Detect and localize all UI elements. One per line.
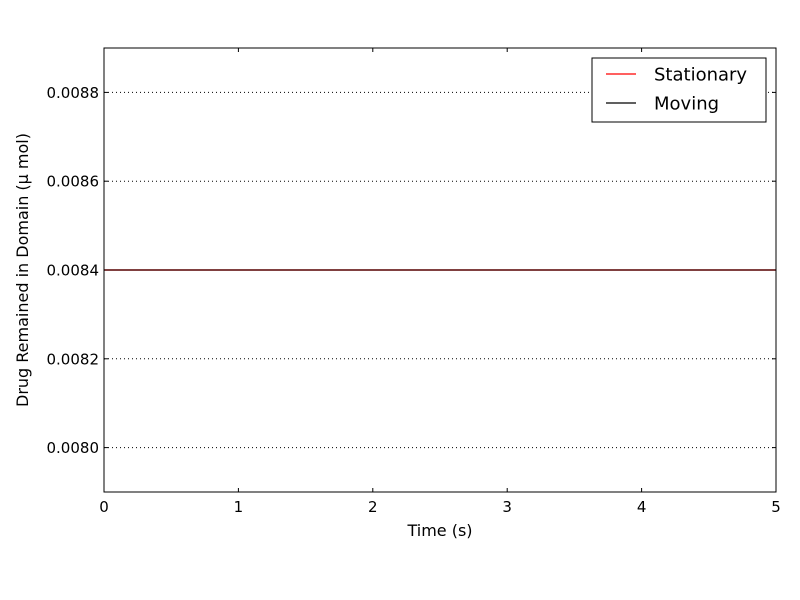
legend-label: Stationary (654, 65, 747, 86)
x-tick-label: 0 (99, 498, 109, 516)
legend: Stationary Moving (591, 57, 767, 123)
axis-ticks: 0.0080 0.0082 0.0084 0.0086 0.0088 0 1 2 3 4 5 (47, 48, 781, 516)
y-tick-label: 0.0088 (47, 84, 100, 102)
x-axis-label: Time (s) (406, 521, 472, 540)
x-tick-label: 1 (234, 498, 244, 516)
x-tick-label: 4 (637, 498, 647, 516)
y-tick-label: 0.0086 (47, 173, 100, 191)
y-tick-label: 0.0084 (47, 262, 100, 280)
x-tick-label: 5 (771, 498, 781, 516)
y-axis-label: Drug Remained in Domain (μ mol) (13, 133, 32, 407)
y-tick-label: 0.0082 (47, 350, 100, 368)
legend-label: Moving (654, 94, 719, 115)
y-tick-label: 0.0080 (47, 439, 100, 457)
x-tick-label: 3 (502, 498, 512, 516)
legend-box (591, 57, 767, 123)
x-tick-label: 2 (368, 498, 378, 516)
